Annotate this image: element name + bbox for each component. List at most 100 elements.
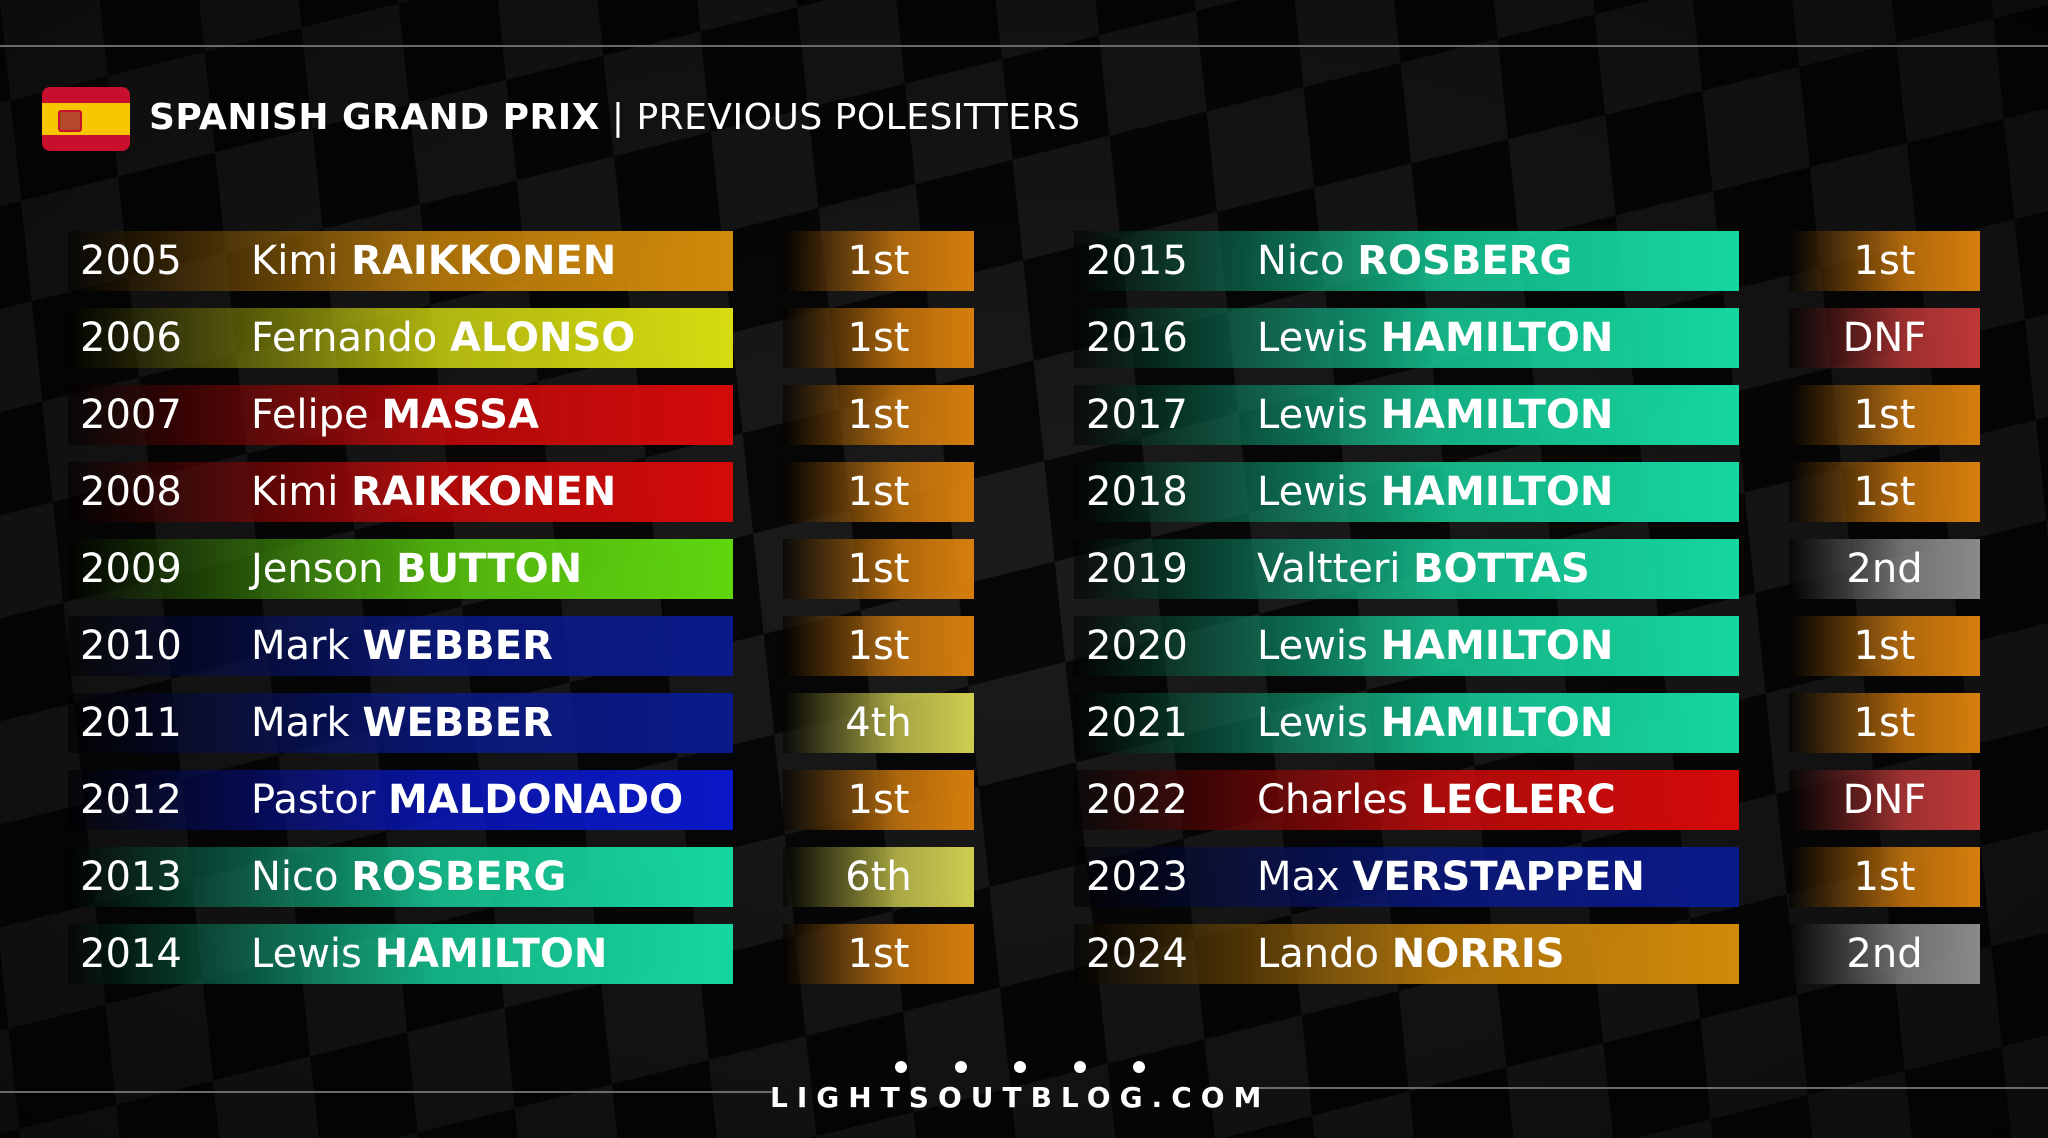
table-row: 2017 Lewis HAMILTON 1st <box>1074 385 1980 445</box>
driver-name: Fernando ALONSO <box>251 308 635 368</box>
driver-first-name: Lewis <box>1257 315 1368 361</box>
driver-name: Lewis HAMILTON <box>1257 616 1613 676</box>
driver-name: Nico ROSBERG <box>1257 231 1572 291</box>
team-color-bar <box>1074 539 1739 599</box>
team-color-bar <box>1074 924 1739 984</box>
team-color-bar <box>1074 770 1739 830</box>
driver-first-name: Kimi <box>251 238 339 284</box>
driver-last-name: HAMILTON <box>1380 700 1614 746</box>
table-row: 2005 Kimi RAIKKONEN 1st <box>68 231 974 291</box>
driver-first-name: Nico <box>251 854 339 900</box>
table-row: 2020 Lewis HAMILTON 1st <box>1074 616 1980 676</box>
table-row: 2007 Felipe MASSA 1st <box>68 385 974 445</box>
driver-first-name: Charles <box>1257 777 1408 823</box>
year-label: 2007 <box>80 392 182 438</box>
title-rest: | PREVIOUS POLESITTERS <box>611 97 1081 138</box>
page-dot <box>1073 1061 1086 1073</box>
year-label: 2022 <box>1086 777 1188 823</box>
driver-last-name: HAMILTON <box>374 931 608 977</box>
page-dot <box>1133 1061 1145 1073</box>
race-result-badge: 1st <box>783 539 974 599</box>
team-color-bar <box>1074 616 1739 676</box>
year-label: 2015 <box>1086 238 1188 284</box>
driver-first-name: Max <box>1257 854 1340 900</box>
driver-last-name: HAMILTON <box>1380 315 1614 361</box>
driver-name: Mark WEBBER <box>251 693 553 753</box>
team-color-bar <box>1074 385 1739 445</box>
driver-first-name: Felipe <box>251 392 369 438</box>
driver-first-name: Mark <box>251 623 350 669</box>
driver-name: Valtteri BOTTAS <box>1257 539 1590 599</box>
race-result-badge: 1st <box>783 385 974 445</box>
driver-last-name: NORRIS <box>1391 931 1565 977</box>
title-bold: SPANISH GRAND PRIX <box>149 97 600 138</box>
race-result-badge: 1st <box>1789 616 1980 676</box>
page-dots <box>895 1061 1145 1075</box>
race-result-badge: 1st <box>1789 693 1980 753</box>
year-label: 2010 <box>80 623 182 669</box>
driver-last-name: VERSTAPPEN <box>1352 854 1645 900</box>
year-label: 2011 <box>80 700 182 746</box>
table-row: 2021 Lewis HAMILTON 1st <box>1074 693 1980 753</box>
driver-last-name: RAIKKONEN <box>351 238 617 284</box>
team-color-bar <box>68 539 733 599</box>
table-row: 2015 Nico ROSBERG 1st <box>1074 231 1980 291</box>
driver-last-name: HAMILTON <box>1380 469 1614 515</box>
team-color-bar <box>1074 847 1739 907</box>
driver-first-name: Jenson <box>251 546 384 592</box>
page-dot <box>1014 1061 1026 1073</box>
race-result-badge: 1st <box>1789 385 1980 445</box>
year-label: 2006 <box>80 315 182 361</box>
race-result-badge: 1st <box>783 462 974 522</box>
year-label: 2024 <box>1086 931 1188 977</box>
race-result-badge: DNF <box>1789 770 1980 830</box>
year-label: 2016 <box>1086 315 1188 361</box>
team-color-bar <box>68 616 733 676</box>
table-row: 2011 Mark WEBBER 4th <box>68 693 974 753</box>
team-color-bar <box>68 924 733 984</box>
driver-last-name: MASSA <box>381 392 539 438</box>
table-row: 2008 Kimi RAIKKONEN 1st <box>68 462 974 522</box>
driver-name: Max VERSTAPPEN <box>1257 847 1645 907</box>
driver-first-name: Valtteri <box>1257 546 1401 592</box>
table-row: 2023 Max VERSTAPPEN 1st <box>1074 847 1980 907</box>
race-result-badge: DNF <box>1789 308 1980 368</box>
year-label: 2020 <box>1086 623 1188 669</box>
driver-last-name: WEBBER <box>362 700 553 746</box>
table-row: 2018 Lewis HAMILTON 1st <box>1074 462 1980 522</box>
race-result-badge: 1st <box>783 770 974 830</box>
team-color-bar <box>68 308 733 368</box>
year-label: 2014 <box>80 931 182 977</box>
year-label: 2013 <box>80 854 182 900</box>
page-dot <box>895 1061 907 1073</box>
driver-name: Lando NORRIS <box>1257 924 1565 984</box>
team-color-bar <box>1074 308 1739 368</box>
driver-name: Charles LECLERC <box>1257 770 1616 830</box>
driver-first-name: Lewis <box>1257 623 1368 669</box>
driver-name: Kimi RAIKKONEN <box>251 462 616 522</box>
table-row: 2013 Nico ROSBERG 6th <box>68 847 974 907</box>
driver-name: Jenson BUTTON <box>251 539 582 599</box>
team-color-bar <box>68 231 733 291</box>
footer-divider-left <box>0 1091 772 1093</box>
spain-flag-icon <box>42 87 130 151</box>
driver-name: Pastor MALDONADO <box>251 770 683 830</box>
driver-last-name: BUTTON <box>396 546 583 592</box>
driver-name: Nico ROSBERG <box>251 847 566 907</box>
page-dot <box>954 1061 967 1073</box>
year-label: 2008 <box>80 469 182 515</box>
page-title: SPANISH GRAND PRIX | PREVIOUS POLESITTER… <box>149 96 1080 140</box>
driver-name: Lewis HAMILTON <box>1257 385 1613 445</box>
driver-last-name: BOTTAS <box>1413 546 1590 592</box>
driver-first-name: Pastor <box>251 777 376 823</box>
year-label: 2005 <box>80 238 182 284</box>
team-color-bar <box>1074 693 1739 753</box>
driver-last-name: ALONSO <box>449 315 636 361</box>
table-row: 2012 Pastor MALDONADO 1st <box>68 770 974 830</box>
table-row: 2024 Lando NORRIS 2nd <box>1074 924 1980 984</box>
year-label: 2009 <box>80 546 182 592</box>
driver-first-name: Fernando <box>251 315 438 361</box>
driver-last-name: WEBBER <box>362 623 553 669</box>
driver-first-name: Lewis <box>1257 700 1368 746</box>
race-result-badge: 1st <box>1789 847 1980 907</box>
